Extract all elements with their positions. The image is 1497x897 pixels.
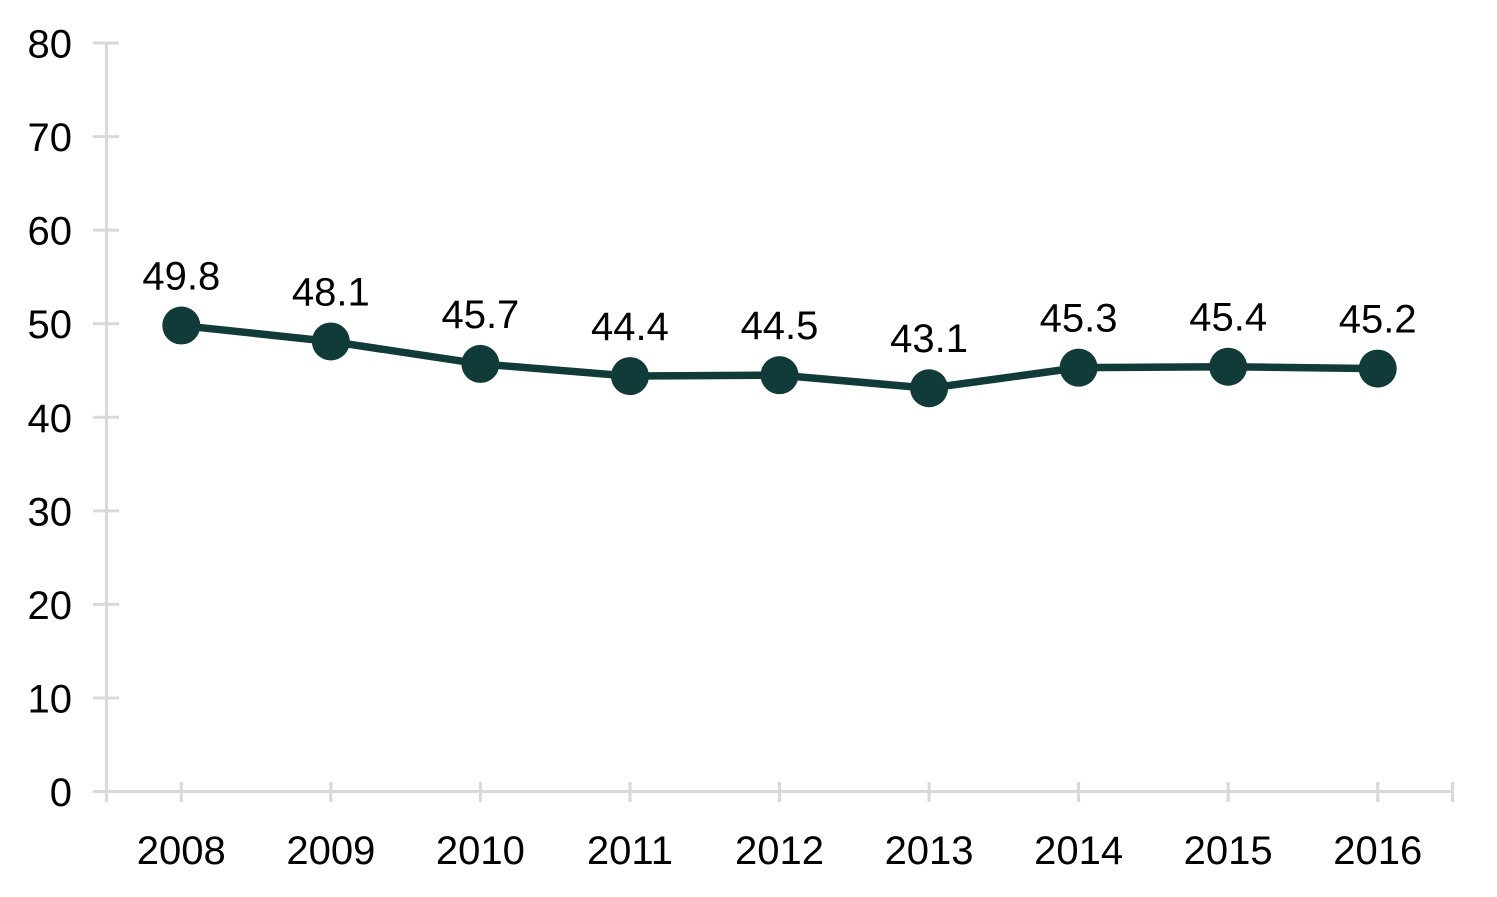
y-tick-label: 80 (28, 23, 73, 67)
data-point-marker (461, 344, 500, 383)
data-label: 45.4 (1189, 296, 1267, 340)
y-tick-label: 40 (28, 397, 73, 441)
data-label: 48.1 (292, 270, 370, 314)
data-point-marker (610, 357, 649, 396)
x-tick-label: 2016 (1333, 829, 1422, 873)
data-label: 43.1 (890, 317, 968, 361)
x-tick-label: 2009 (286, 829, 375, 873)
data-label: 49.8 (142, 255, 220, 299)
y-tick-label: 60 (28, 210, 73, 254)
data-point-marker (1059, 348, 1098, 387)
data-point-marker (1358, 349, 1397, 388)
y-tick-label: 10 (28, 677, 73, 721)
x-tick-label: 2013 (885, 829, 974, 873)
data-label: 45.7 (441, 293, 519, 337)
x-tick-label: 2015 (1184, 829, 1273, 873)
data-point-marker (910, 369, 949, 408)
y-tick-label: 0 (50, 771, 72, 815)
data-label: 45.2 (1339, 298, 1417, 342)
x-tick-label: 2011 (587, 829, 673, 873)
data-point-marker (760, 356, 799, 395)
x-tick-label: 2014 (1034, 829, 1123, 873)
x-tick-label: 2010 (436, 829, 525, 873)
data-point-marker (1209, 347, 1248, 386)
data-point-marker (162, 306, 201, 345)
x-tick-label: 2012 (735, 829, 824, 873)
x-tick-label: 2008 (137, 829, 226, 873)
data-label: 44.5 (741, 304, 819, 348)
data-label: 44.4 (591, 305, 669, 349)
y-tick-label: 30 (28, 490, 73, 534)
y-tick-label: 50 (28, 303, 73, 347)
y-tick-label: 20 (28, 584, 73, 628)
y-tick-label: 70 (28, 116, 73, 160)
data-label: 45.3 (1040, 297, 1118, 341)
data-point-marker (311, 322, 350, 361)
